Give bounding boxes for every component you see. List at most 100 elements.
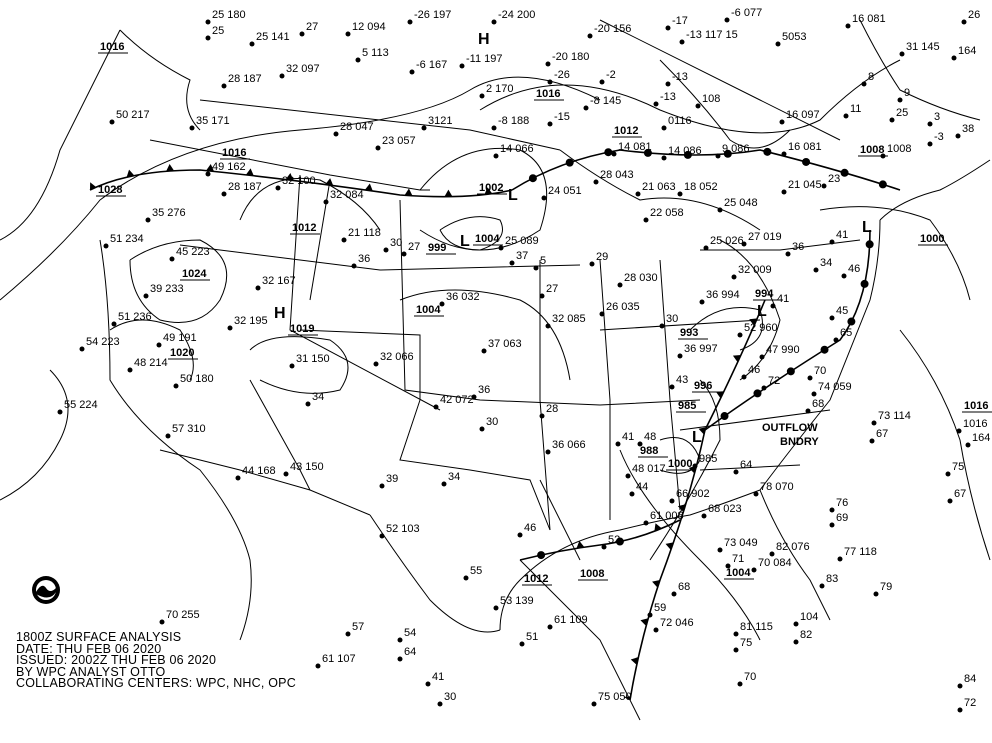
low-pressure-center: L <box>757 303 767 320</box>
cold-front <box>89 169 513 198</box>
isobar-label-group: 1008 <box>578 568 608 581</box>
station-plot: 1016 <box>963 418 987 430</box>
station-dot <box>615 441 621 447</box>
station-dot <box>205 35 211 41</box>
isobar-label-group: 1012 <box>612 125 642 138</box>
station-dot <box>643 520 649 526</box>
station-plot: -20 156 <box>594 23 631 35</box>
station-plot-group: 61 107 <box>315 653 356 669</box>
station-plot-group: 48 214 <box>127 357 168 373</box>
station-plot: 70 <box>814 365 826 377</box>
station-dot <box>677 191 683 197</box>
pressure-center-group: L <box>692 429 702 446</box>
isobar-label-group: 1024 <box>180 268 210 281</box>
isobar <box>899 329 991 561</box>
station-dot <box>463 575 469 581</box>
station-dot <box>379 483 385 489</box>
station-plot-group: -24 200 <box>491 9 535 25</box>
isobar-label: 1012 <box>292 222 316 234</box>
station-dot <box>751 567 757 573</box>
station-plot: 51 234 <box>110 233 144 245</box>
station-dot <box>625 473 631 479</box>
station-plot: 46 <box>524 522 536 534</box>
border-line <box>399 399 551 531</box>
station-plot: 985 <box>699 453 717 465</box>
pressure-center-group: L <box>460 233 470 250</box>
border-line <box>759 219 881 491</box>
station-dot <box>255 285 261 291</box>
station-plot-group: 39 <box>379 473 398 489</box>
station-plot-group: 68 <box>805 398 824 414</box>
station-plot-group: 41 <box>829 229 848 245</box>
station-dot <box>545 323 551 329</box>
station-dot <box>459 63 465 69</box>
station-dot <box>491 125 497 131</box>
station-plot: 32 009 <box>738 264 772 276</box>
station-plot-group: 73 049 <box>717 537 758 553</box>
isobar-label: 1002 <box>479 182 503 194</box>
station-dot <box>829 522 835 528</box>
station-plot: 73 049 <box>724 537 758 549</box>
station-plot: 35 171 <box>196 115 230 127</box>
front-triangle <box>325 178 334 186</box>
station-plot-group: 36 032 <box>439 291 480 307</box>
station-dot <box>779 119 785 125</box>
station-plot: -6 077 <box>731 7 762 19</box>
station-plot: 75 <box>952 461 964 473</box>
station-plot: 24 051 <box>548 185 582 197</box>
station-plot-group: 26 <box>961 9 980 25</box>
isobar-label: 1019 <box>290 323 314 335</box>
station-plot-group: -13 <box>653 91 676 107</box>
station-plot-group: 34 <box>813 257 832 273</box>
station-plot: 75 050 <box>598 691 632 703</box>
station-dot <box>299 31 305 37</box>
station-plot: 69 <box>836 512 848 524</box>
station-dot <box>897 97 903 103</box>
border-line <box>199 99 561 151</box>
station-plot-group: 30 <box>479 416 498 432</box>
station-plot-group: -2 <box>599 69 616 85</box>
station-dot <box>165 433 171 439</box>
station-dot <box>587 33 593 39</box>
cold-front <box>629 299 766 701</box>
front-semicircle <box>537 551 546 560</box>
station-dot <box>889 117 895 123</box>
station-dot <box>593 179 599 185</box>
station-plot: 48 214 <box>134 357 168 369</box>
isobar <box>479 59 901 134</box>
station-plot: 57 <box>352 621 364 633</box>
station-plot: 32 084 <box>330 189 364 201</box>
station-plot-group: 25 089 <box>498 235 539 251</box>
station-dot <box>724 17 730 23</box>
station-plot: 27 019 <box>748 231 782 243</box>
station-plot-group: 44 168 <box>235 465 276 481</box>
station-plot: -17 <box>672 15 688 27</box>
isobar <box>0 369 69 501</box>
state-and-coast-borders <box>0 19 991 641</box>
station-dot <box>733 647 739 653</box>
station-plot: 72 <box>964 697 976 709</box>
station-plot-group: 84 <box>957 673 976 689</box>
station-dot <box>785 251 791 257</box>
station-dot <box>205 19 211 25</box>
caption-centers: COLLABORATING CENTERS: WPC, NHC, OPC <box>16 676 296 690</box>
station-dot <box>811 391 817 397</box>
station-plot: 39 233 <box>150 283 184 295</box>
isobar-label: 1012 <box>524 573 548 585</box>
station-plot: 81 115 <box>740 621 773 633</box>
station-plot: 50 217 <box>116 109 150 121</box>
isobar-label-group: 1012 <box>522 573 552 586</box>
station-plot-group: 108 <box>695 93 720 109</box>
station-plot: 26 <box>968 9 980 21</box>
warm-front <box>704 229 871 431</box>
station-plot: 16 081 <box>852 13 886 25</box>
station-dot <box>701 513 707 519</box>
station-plot: 25 089 <box>505 235 539 247</box>
station-plot: 28 047 <box>340 121 374 133</box>
station-dot <box>279 73 285 79</box>
isobar-label-group: 1004 <box>414 304 444 317</box>
station-dot <box>643 217 649 223</box>
station-plot-group: 41 <box>615 431 634 447</box>
station-dot <box>103 243 109 249</box>
